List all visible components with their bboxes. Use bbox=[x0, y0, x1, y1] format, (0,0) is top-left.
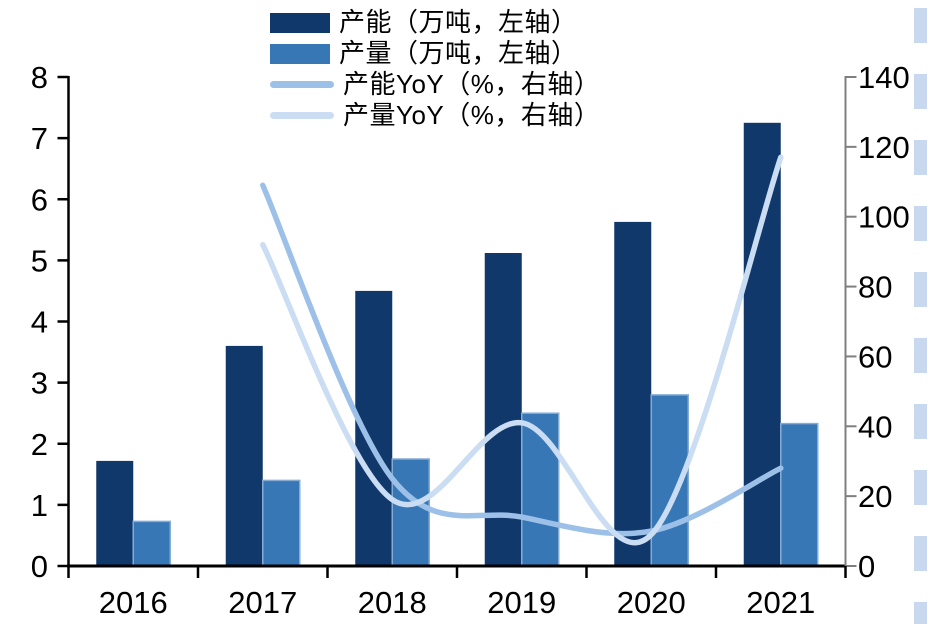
capacity-bars-2020 bbox=[614, 221, 652, 566]
production-bars-2019 bbox=[521, 412, 560, 567]
right-axis-tick-label: 100 bbox=[858, 200, 910, 235]
legend-item-capacity-bar: 产能（万吨，左轴） bbox=[270, 7, 600, 38]
legend-item-capacity-yoy-line: 产能YoY（%，右轴） bbox=[270, 69, 600, 100]
production-bars-2021 bbox=[780, 422, 819, 567]
right-axis-tick-label: 40 bbox=[858, 409, 892, 444]
capacity-bars-2021 bbox=[743, 122, 781, 567]
x-axis-category-label: 2017 bbox=[228, 585, 297, 620]
left-axis-tick-label: 1 bbox=[31, 488, 48, 523]
production-yoy-line bbox=[260, 154, 784, 546]
right-axis-tick-label: 60 bbox=[858, 339, 892, 374]
legend: 产能（万吨，左轴） 产量（万吨，左轴） 产能YoY（%，右轴） 产量YoY（%，右轴） bbox=[270, 7, 600, 131]
left-axis-tick-label: 6 bbox=[31, 182, 48, 217]
legend-swatch-capacity-bar bbox=[270, 12, 330, 33]
legend-label-production-yoy-line: 产量YoY（%，右轴） bbox=[343, 100, 601, 130]
x-axis-category-label: 2019 bbox=[487, 585, 556, 620]
left-axis-tick-label: 4 bbox=[31, 305, 48, 340]
production-bars-2017 bbox=[262, 479, 301, 567]
x-axis-category-label: 2016 bbox=[99, 585, 168, 620]
page-edge-decoration-strip bbox=[914, 8, 927, 624]
left-axis-tick-label: 8 bbox=[31, 60, 48, 95]
production-bars-2018 bbox=[391, 458, 430, 567]
x-axis-category-label: 2018 bbox=[358, 585, 427, 620]
production-bars-2016 bbox=[132, 520, 171, 567]
capacity-bars-2017 bbox=[225, 345, 263, 566]
left-axis-tick-label: 3 bbox=[31, 366, 48, 401]
legend-item-production-bar: 产量（万吨，左轴） bbox=[270, 38, 600, 69]
left-axis-tick-label: 0 bbox=[31, 549, 48, 584]
capacity-yoy-line bbox=[260, 182, 784, 537]
capacity-bars-2016 bbox=[96, 460, 134, 566]
right-axis-tick-label: 0 bbox=[858, 549, 875, 584]
left-axis-tick-label: 2 bbox=[31, 427, 48, 462]
legend-swatch-production-bar bbox=[270, 43, 330, 64]
left-axis-tick-label: 5 bbox=[31, 243, 48, 278]
capacity-bars bbox=[96, 122, 781, 567]
legend-item-production-yoy-line: 产量YoY（%，右轴） bbox=[270, 100, 600, 131]
legend-swatch-capacity-yoy-line bbox=[270, 81, 334, 88]
bar-series-group bbox=[96, 122, 819, 567]
legend-swatch-production-yoy-line bbox=[270, 112, 334, 119]
right-axis-tick-label: 120 bbox=[858, 130, 910, 165]
left-axis-tick-label: 7 bbox=[31, 121, 48, 156]
right-axis-tick-label: 140 bbox=[858, 60, 910, 95]
legend-label-capacity-bar: 产能（万吨，左轴） bbox=[339, 7, 578, 37]
legend-label-capacity-yoy-line: 产能YoY（%，右轴） bbox=[343, 69, 601, 99]
x-axis-category-label: 2020 bbox=[617, 585, 686, 620]
right-axis-tick-label: 80 bbox=[858, 270, 892, 305]
legend-label-production-bar: 产量（万吨，左轴） bbox=[339, 38, 578, 68]
x-axis-category-label: 2021 bbox=[746, 585, 815, 620]
right-axis-tick-label: 20 bbox=[858, 479, 892, 514]
capacity-bars-2019 bbox=[484, 253, 522, 566]
